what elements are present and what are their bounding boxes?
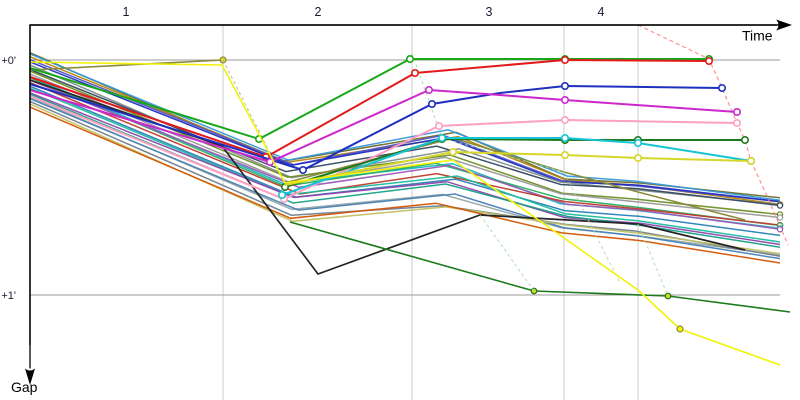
svg-text:2: 2 (315, 5, 322, 19)
svg-text:4: 4 (598, 5, 605, 19)
svg-text:Gap: Gap (11, 379, 38, 395)
svg-text:+0': +0' (1, 55, 16, 67)
svg-text:1: 1 (123, 5, 130, 19)
svg-text:3: 3 (486, 5, 493, 19)
svg-text:Time: Time (742, 28, 773, 44)
svg-text:+1': +1' (1, 290, 16, 302)
